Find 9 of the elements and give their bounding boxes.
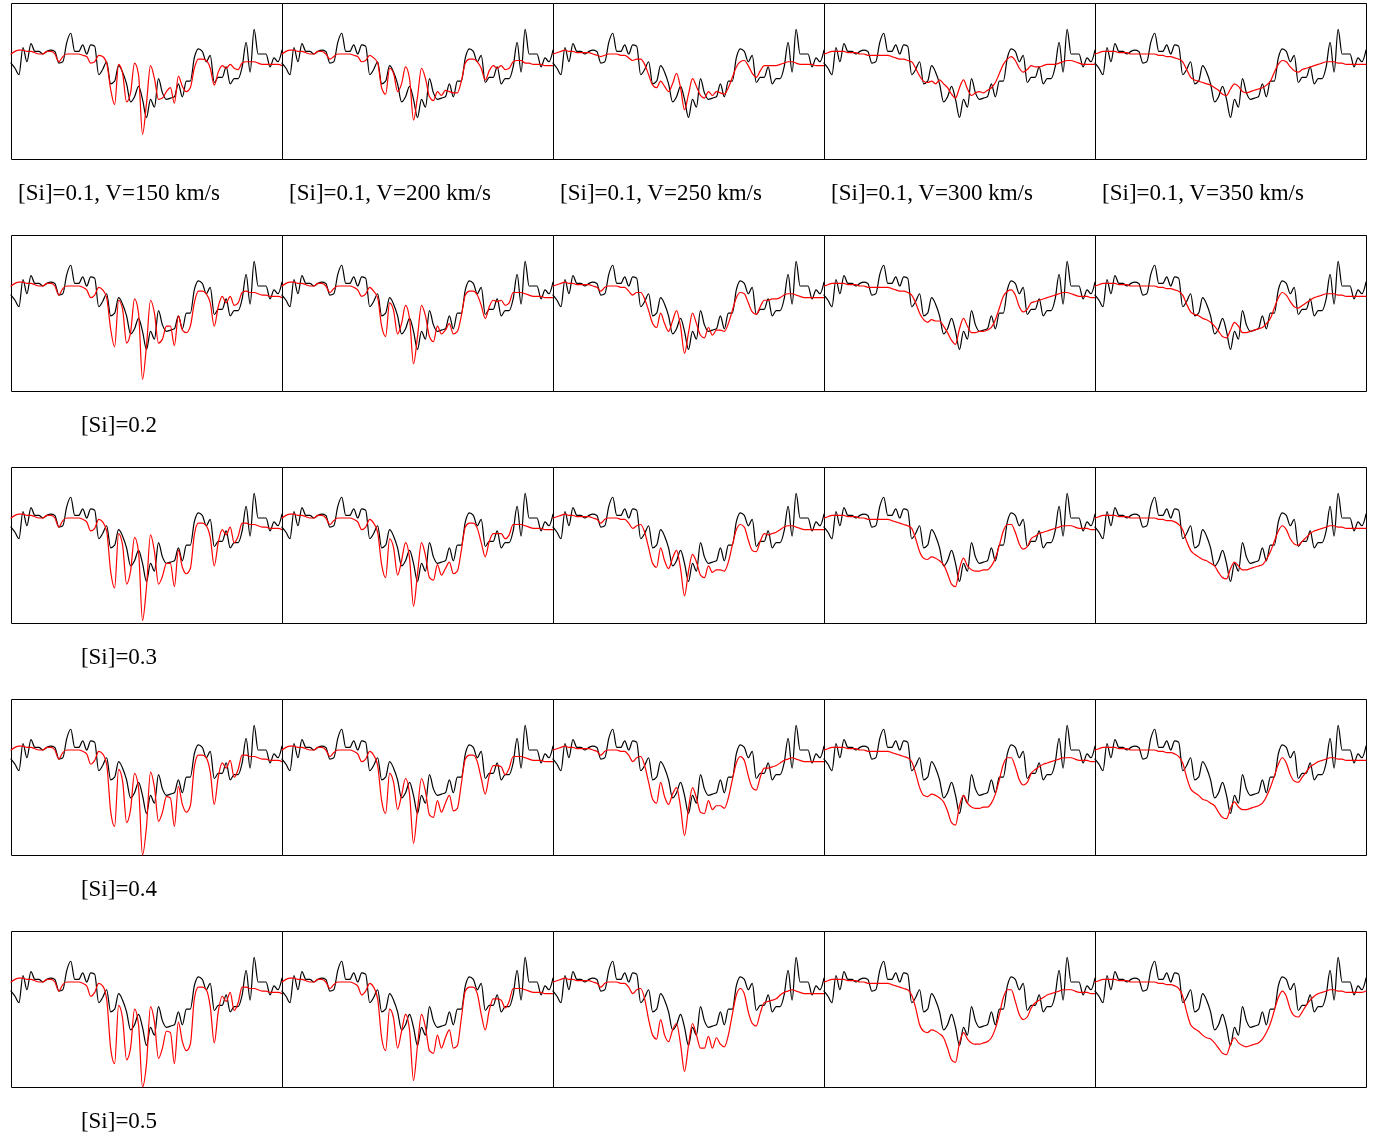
x-axis-title: [Si]=0.1, V=250 km/s — [560, 179, 762, 205]
x-axis-title: [Si]=0.3 — [80, 643, 158, 669]
x-axis-title: [Si]=0.1, V=200 km/s — [289, 179, 491, 205]
x-axis-title: [Si]=0.2 — [80, 411, 158, 437]
x-axis-title: [Si]=0.1, V=150 km/s — [18, 179, 220, 205]
x-axis-title: [Si]=0.4 — [80, 875, 158, 901]
x-axis-title: [Si]=0.5 — [80, 1107, 158, 1133]
x-axis-title: [Si]=0.1, V=300 km/s — [831, 179, 1033, 205]
x-axis-title: [Si]=0.1, V=350 km/s — [1102, 179, 1304, 205]
